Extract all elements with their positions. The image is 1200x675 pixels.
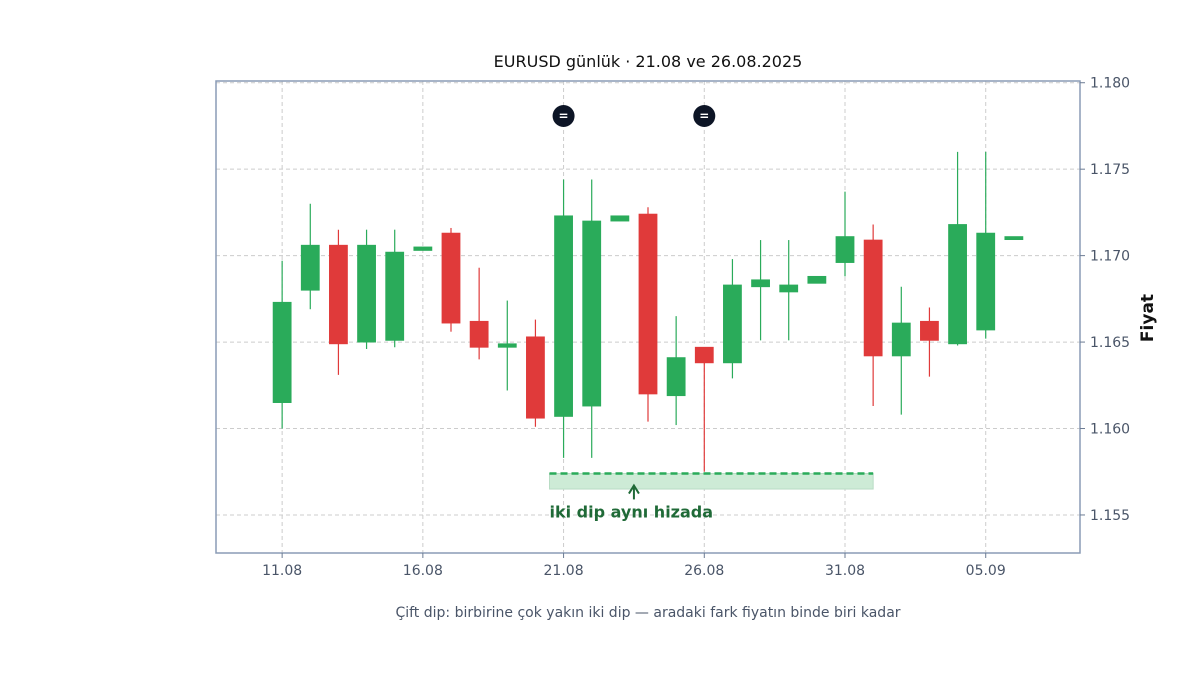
- candle-body: [694, 346, 714, 364]
- candle-body: [272, 301, 292, 403]
- candle-body: [863, 239, 883, 357]
- event-markers: = =: [552, 105, 716, 127]
- annotation-label: iki dip aynı hizada: [549, 503, 713, 522]
- candle: [891, 286, 911, 415]
- y-tick-label: 1.155: [1090, 508, 1130, 524]
- candle-body: [723, 284, 742, 364]
- y-tick-label: 1.160: [1090, 422, 1130, 438]
- candle: [554, 179, 573, 458]
- x-tick-label: 21.08: [544, 563, 584, 579]
- candle-body: [948, 224, 967, 345]
- candle: [413, 246, 433, 251]
- candle-body: [751, 279, 770, 288]
- y-tick-label: 1.170: [1090, 249, 1130, 265]
- y-axis-ticks: 1.155 1.160 1.165 1.170 1.175 1.180: [1080, 76, 1130, 524]
- candle-body: [582, 220, 602, 407]
- x-axis-ticks: 11.08 16.08 21.08 26.08 31.08 05.09: [262, 553, 1006, 579]
- candle: [779, 240, 799, 341]
- candle: [638, 207, 658, 422]
- candle: [441, 227, 461, 332]
- candle: [694, 346, 714, 472]
- candle: [582, 179, 602, 458]
- candle: [751, 240, 770, 341]
- candle-body: [357, 244, 376, 343]
- candle-body: [1004, 236, 1024, 241]
- candle-body: [554, 215, 573, 417]
- y-axis-label: Fiyat: [1138, 294, 1158, 342]
- candle: [469, 267, 489, 360]
- support-zone: [548, 472, 874, 500]
- event-marker-circle: [552, 105, 575, 127]
- candles: [272, 151, 1024, 472]
- plot-frame: [215, 80, 1081, 554]
- candle: [497, 300, 517, 391]
- candle-body: [891, 322, 911, 357]
- candle-body: [441, 232, 461, 324]
- x-tick-label: 26.08: [684, 563, 724, 579]
- candle-body: [638, 213, 658, 395]
- event-marker-label: =: [559, 109, 569, 123]
- candle: [357, 229, 376, 349]
- up-arrow-icon: [628, 483, 640, 495]
- candle: [723, 259, 742, 379]
- candle-body: [469, 320, 489, 348]
- y-tick-label: 1.180: [1090, 76, 1130, 92]
- chart-subtitle: Çift dip: birbirine çok yakın iki dip — …: [395, 605, 900, 621]
- candle: [863, 224, 883, 407]
- candle-body: [976, 232, 996, 331]
- candle-body: [666, 357, 686, 397]
- candle: [526, 319, 545, 427]
- candle: [1004, 236, 1024, 241]
- candle: [610, 215, 630, 222]
- event-marker-circle: [693, 105, 716, 127]
- event-marker: =: [552, 105, 575, 127]
- candle-body: [385, 251, 405, 341]
- candle: [666, 316, 686, 426]
- candle-body: [835, 236, 855, 263]
- candle: [807, 275, 827, 284]
- x-tick-label: 31.08: [825, 563, 865, 579]
- candle-body: [300, 244, 320, 291]
- x-tick-label: 05.09: [966, 563, 1006, 579]
- y-tick-label: 1.175: [1090, 162, 1130, 178]
- candle-body: [526, 336, 545, 419]
- y-tick-label: 1.165: [1090, 335, 1130, 351]
- x-tick-label: 11.08: [262, 563, 302, 579]
- candle-body: [497, 343, 517, 348]
- candle-body: [413, 246, 433, 251]
- candle: [920, 307, 939, 377]
- candle: [835, 191, 855, 277]
- event-marker-label: =: [699, 109, 709, 123]
- candle: [329, 229, 348, 375]
- event-marker: =: [693, 105, 716, 127]
- candle-body: [920, 320, 939, 341]
- support-zone-band: [548, 472, 874, 490]
- x-tick-label: 16.08: [403, 563, 443, 579]
- candle: [385, 229, 405, 348]
- candle-body: [807, 275, 827, 284]
- chart-title: EURUSD günlük · 21.08 ve 26.08.2025: [494, 52, 803, 71]
- candle: [976, 151, 996, 339]
- candle: [948, 151, 967, 346]
- candle: [272, 260, 292, 429]
- candle-body: [610, 215, 630, 222]
- candle-body: [779, 284, 799, 293]
- candle: [300, 203, 320, 310]
- candle-body: [329, 244, 348, 345]
